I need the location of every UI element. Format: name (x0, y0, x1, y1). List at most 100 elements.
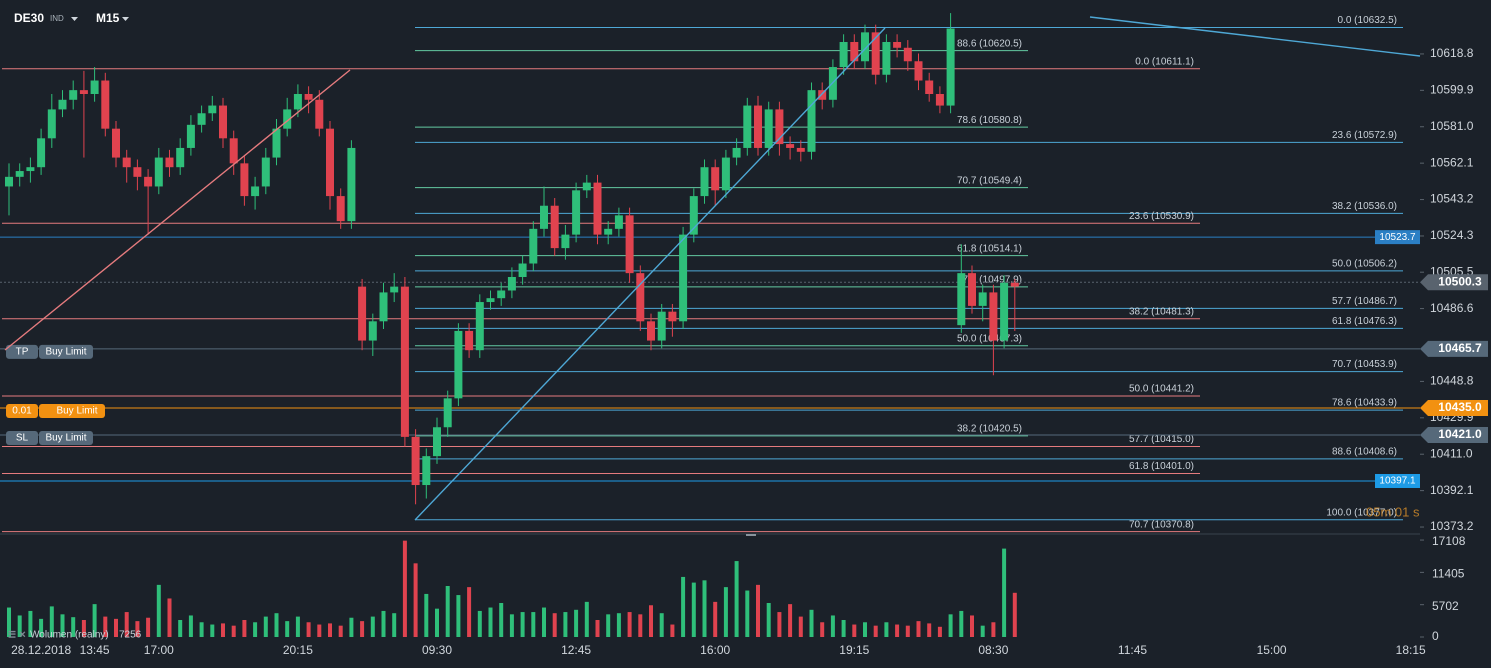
price-badge (1420, 399, 1488, 416)
volume-bar (681, 576, 686, 637)
candle-body (561, 234, 570, 249)
volume-bar (691, 582, 696, 637)
price-badge-label: 10523.7 (1379, 232, 1416, 243)
volume-bar (766, 603, 771, 637)
market: IND (50, 14, 64, 23)
candle-body (850, 41, 859, 62)
order-tag (6, 403, 38, 418)
candle-body (133, 167, 142, 177)
y-tick-label: 10581.0 (1430, 119, 1474, 133)
candle-body (871, 32, 880, 75)
x-tick-label: 15:00 (1257, 643, 1287, 657)
candle-body (293, 94, 302, 110)
fib-label: 88.6 (10408.6) (1332, 446, 1397, 457)
candle-body (26, 167, 35, 172)
volume-bar (124, 612, 129, 637)
volume-bar (584, 601, 589, 637)
volume-bar (916, 621, 921, 637)
candle-body (315, 99, 324, 129)
x-tick-label: 16:00 (700, 643, 730, 657)
candle-body (839, 41, 848, 68)
volume-bar (306, 622, 311, 637)
symbol[interactable]: DE30 (14, 11, 44, 25)
volume-bar (756, 584, 760, 637)
volume-bar (820, 622, 825, 637)
candle-body (882, 41, 891, 75)
volume-bar (499, 603, 504, 637)
timeframe[interactable]: M15 (96, 11, 120, 25)
volume-bar (413, 563, 418, 637)
dropdown-arrow[interactable] (71, 17, 78, 21)
candle-body (893, 41, 902, 48)
candle-body (518, 263, 527, 277)
volume-bar (39, 618, 44, 637)
candle-body (112, 128, 120, 158)
dropdown-arrow[interactable] (122, 17, 129, 21)
volume-bar (424, 593, 429, 637)
candle-body (154, 157, 163, 187)
candle-body (465, 330, 474, 351)
candle-body (978, 292, 987, 306)
volume-bar (895, 624, 900, 637)
volume-bar (92, 604, 97, 637)
volume-bar (263, 616, 268, 637)
order-tag (6, 430, 38, 445)
volume-bar (734, 561, 739, 637)
volume-bar (435, 608, 439, 637)
volume-bar (295, 616, 300, 637)
price-badge-label: 10465.7 (1438, 341, 1482, 355)
candle-body (390, 286, 399, 293)
y-tick-label: 10448.8 (1430, 374, 1474, 388)
candle-body (529, 228, 538, 264)
y-tick-label: 10543.2 (1430, 192, 1474, 206)
volume-bar (520, 612, 525, 637)
candle-body (400, 286, 409, 437)
candle-body (422, 456, 431, 486)
order-type-tag (39, 430, 93, 445)
volume-bar (905, 625, 910, 637)
candle-body (550, 205, 559, 249)
volume-bar (788, 604, 793, 637)
volume-bar (178, 620, 183, 637)
order-type-tag (39, 403, 105, 418)
candle-body (261, 157, 270, 187)
volume-bar (649, 605, 653, 637)
volume-bar (852, 624, 857, 637)
candle-body (58, 99, 67, 110)
volume-bar (863, 622, 867, 637)
volume-name: Wolumen (realny) (30, 630, 109, 641)
candle-body (186, 124, 195, 148)
volume-bar (467, 587, 472, 637)
volume-bar (488, 607, 493, 637)
volume-bar (830, 615, 835, 637)
volume-bar (659, 613, 664, 637)
volume-bar (81, 620, 86, 637)
volume-bar (670, 624, 675, 637)
y-tick-label: 10392.1 (1430, 483, 1474, 497)
candle-body (957, 273, 966, 326)
volume-bar (477, 610, 482, 637)
candle-body (614, 215, 623, 229)
volume-bar (402, 540, 407, 637)
volume-bar (927, 623, 932, 637)
candle-body (79, 90, 88, 95)
fib-label: 50.0 (10441.2) (1129, 384, 1194, 395)
volume-bar (809, 609, 814, 637)
candle-body (540, 205, 548, 229)
y-tick-label: 10618.8 (1430, 46, 1474, 60)
volume-bar (7, 607, 11, 637)
order-tag-label: 0.01 (12, 406, 32, 417)
volume-bar (221, 623, 225, 637)
candle-body (1010, 282, 1019, 287)
volume-bar (948, 614, 953, 637)
candle-body (101, 80, 110, 129)
x-tick-label: 20:15 (283, 643, 313, 657)
volume-bar (146, 617, 151, 637)
volume-bar (456, 595, 461, 637)
candle-body (69, 90, 78, 100)
candle-body (47, 109, 56, 139)
candle-body (304, 94, 313, 100)
volume-bar (274, 613, 279, 637)
volume-tick-label: 0 (1432, 629, 1439, 643)
volume-bar (17, 615, 22, 637)
